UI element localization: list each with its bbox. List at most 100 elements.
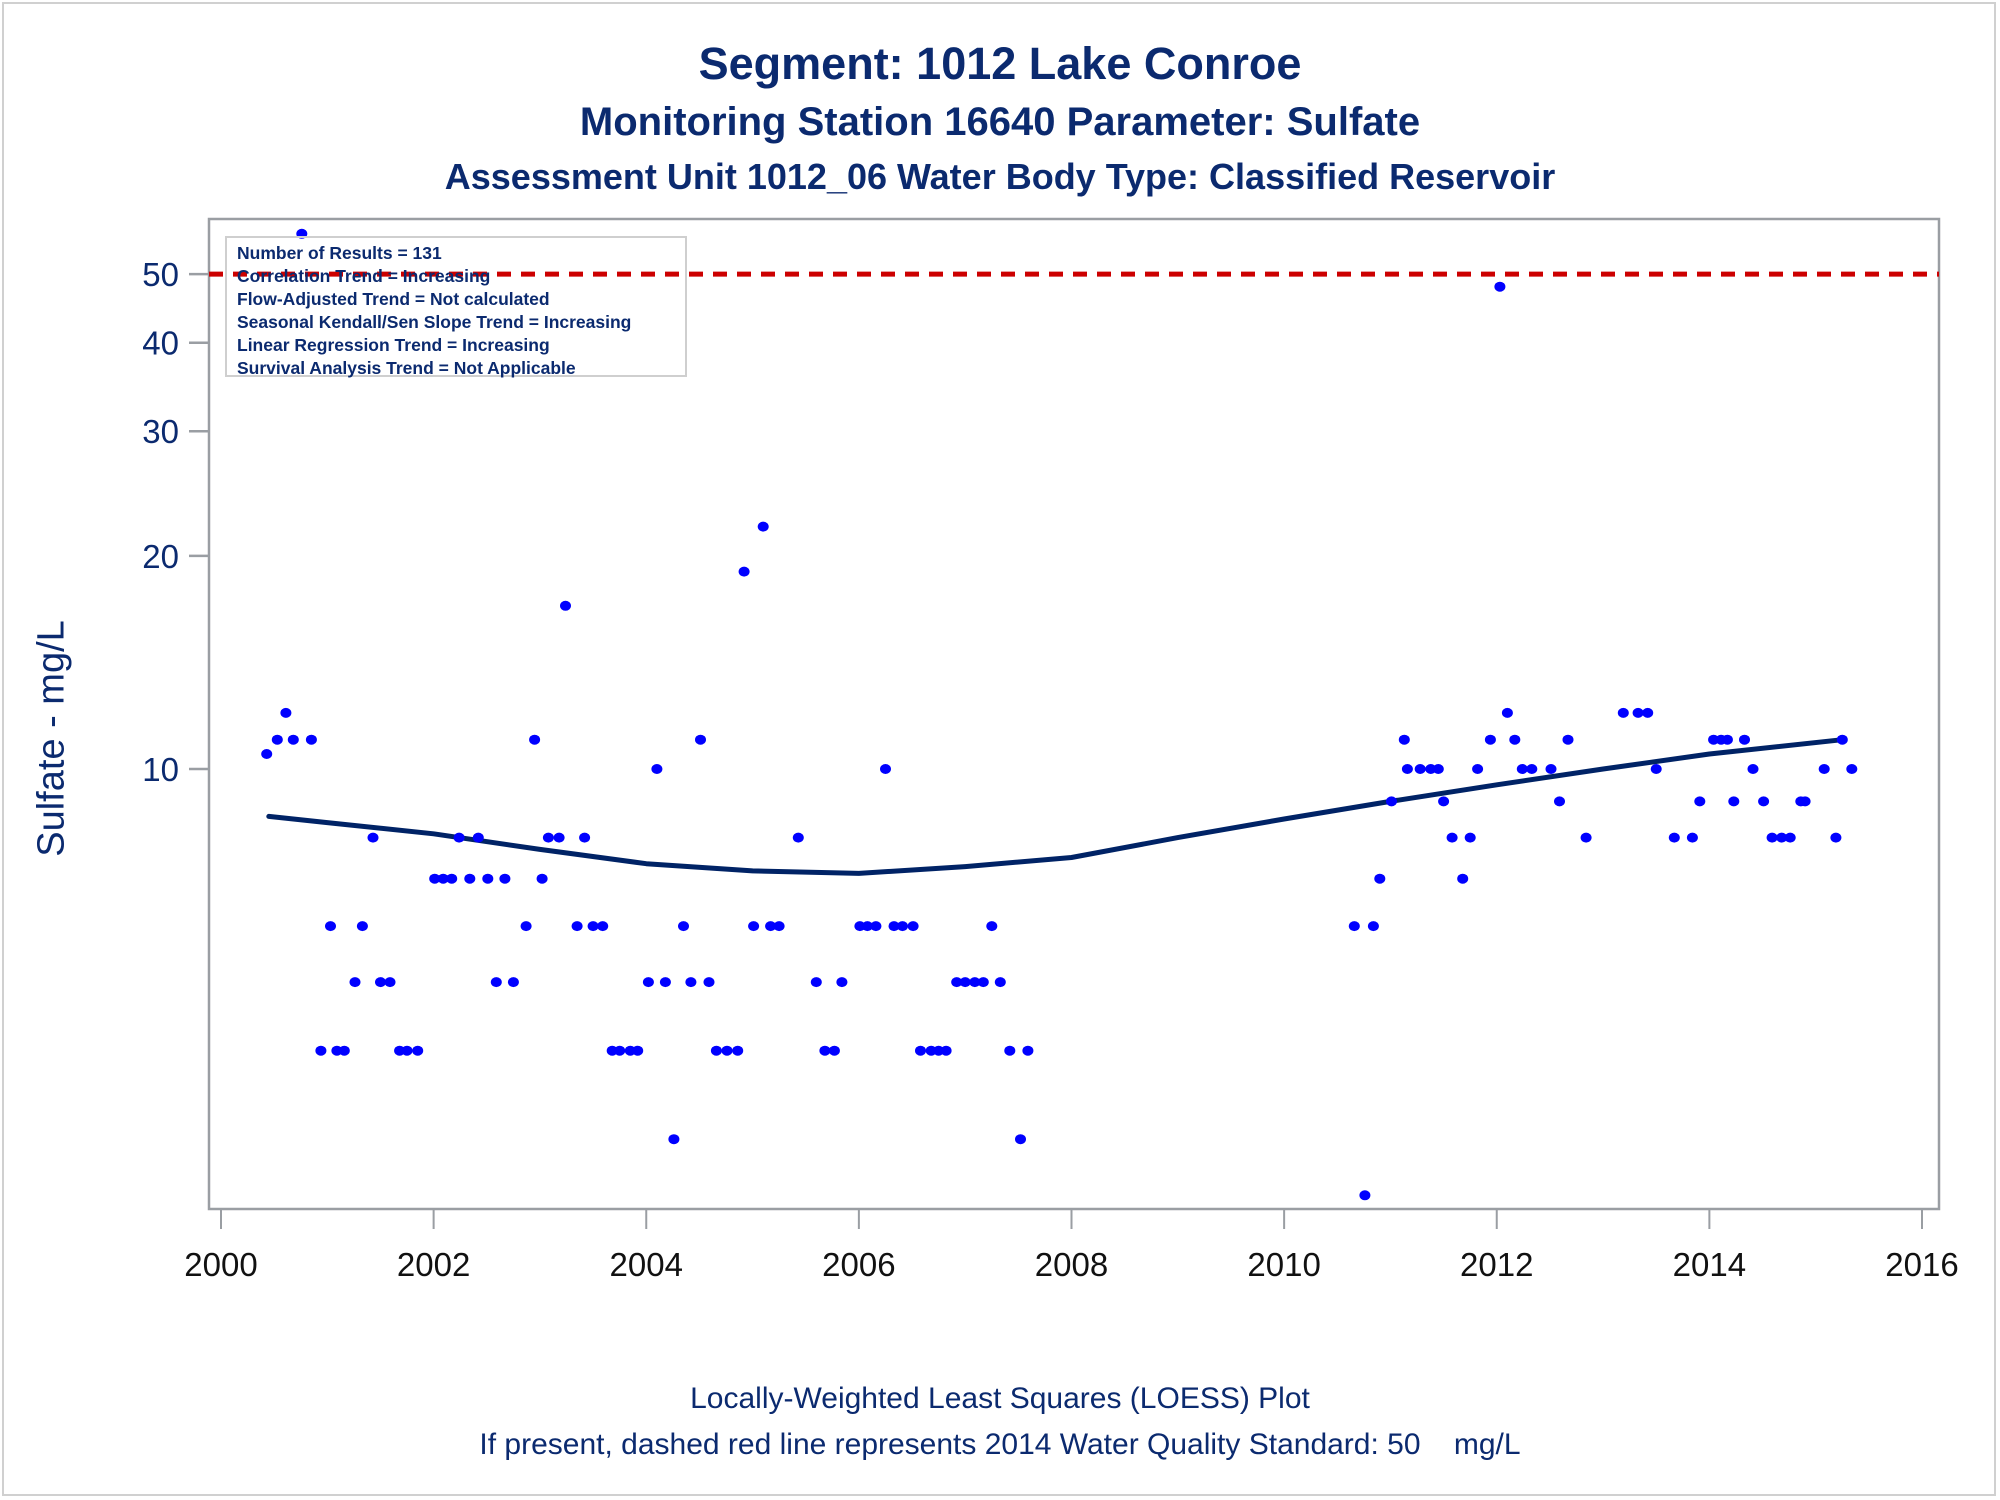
x-tick-label: 2012 bbox=[1460, 1246, 1533, 1283]
legend-line-survival-analysis: Survival Analysis Trend = Not Applicable bbox=[237, 358, 576, 378]
data-point bbox=[1545, 764, 1557, 774]
data-point bbox=[1414, 764, 1426, 774]
data-point bbox=[536, 873, 548, 884]
data-point bbox=[721, 1045, 733, 1056]
data-point bbox=[271, 734, 283, 745]
data-point bbox=[401, 1045, 413, 1056]
data-point bbox=[1004, 1045, 1016, 1056]
data-point bbox=[915, 1045, 926, 1056]
data-point bbox=[553, 832, 565, 843]
x-tick-label: 2014 bbox=[1673, 1246, 1746, 1283]
data-point bbox=[1642, 707, 1654, 718]
data-point bbox=[1694, 796, 1706, 807]
data-point bbox=[880, 764, 891, 774]
data-point bbox=[464, 873, 476, 884]
data-point bbox=[305, 734, 317, 745]
data-point bbox=[986, 921, 998, 932]
data-point bbox=[738, 566, 750, 577]
data-point bbox=[897, 921, 908, 932]
data-point bbox=[1799, 796, 1811, 807]
data-point bbox=[765, 921, 777, 932]
data-point bbox=[642, 977, 654, 988]
data-point bbox=[659, 977, 671, 988]
data-point bbox=[1446, 832, 1458, 843]
data-point bbox=[280, 707, 292, 718]
data-point bbox=[1739, 734, 1750, 745]
data-point bbox=[668, 1134, 680, 1145]
data-point bbox=[1632, 707, 1644, 718]
loess-group bbox=[266, 737, 1845, 876]
data-point bbox=[678, 921, 689, 932]
data-point bbox=[651, 764, 663, 774]
y-tick-label: 10 bbox=[142, 751, 179, 788]
points-group bbox=[261, 228, 1858, 1201]
data-point bbox=[542, 832, 554, 843]
data-point bbox=[1721, 734, 1733, 745]
data-point bbox=[490, 977, 502, 988]
data-point bbox=[482, 873, 494, 884]
legend-line-flow-adjusted: Flow-Adjusted Trend = Not calculated bbox=[237, 289, 550, 309]
data-point bbox=[710, 1045, 722, 1056]
data-point bbox=[1401, 764, 1413, 774]
loess-line bbox=[266, 737, 1845, 876]
data-point bbox=[959, 977, 971, 988]
data-point bbox=[1784, 832, 1796, 843]
data-point bbox=[969, 977, 981, 988]
data-point bbox=[560, 600, 571, 611]
data-point bbox=[529, 734, 541, 745]
data-point bbox=[1776, 832, 1788, 843]
data-point bbox=[748, 921, 760, 932]
data-point bbox=[1472, 764, 1484, 774]
data-point bbox=[861, 921, 873, 932]
data-point bbox=[472, 832, 484, 843]
chart-subtitle-2: Assessment Unit 1012_06 Water Body Type:… bbox=[444, 156, 1556, 197]
data-point bbox=[1562, 734, 1574, 745]
data-point bbox=[1526, 764, 1538, 774]
legend-line-linear-regression: Linear Regression Trend = Increasing bbox=[237, 335, 550, 355]
x-tick-label: 2008 bbox=[1035, 1246, 1108, 1283]
data-point bbox=[1484, 734, 1496, 745]
data-point bbox=[1432, 764, 1444, 774]
legend-line-seasonal-kendall: Seasonal Kendall/Sen Slope Trend = Incre… bbox=[237, 312, 632, 332]
data-point bbox=[977, 977, 989, 988]
data-point bbox=[1747, 764, 1759, 774]
data-point bbox=[597, 921, 609, 932]
data-point bbox=[325, 921, 336, 932]
data-point bbox=[695, 734, 706, 745]
plot-area-border bbox=[207, 217, 1941, 1211]
data-point bbox=[1022, 1045, 1034, 1056]
data-point bbox=[587, 921, 599, 932]
data-point bbox=[1367, 921, 1379, 932]
data-point bbox=[888, 921, 900, 932]
data-point bbox=[520, 921, 532, 932]
data-point bbox=[499, 873, 511, 884]
data-point bbox=[429, 873, 441, 884]
data-point bbox=[685, 977, 697, 988]
data-point bbox=[446, 873, 458, 884]
data-point bbox=[819, 1045, 831, 1056]
x-tick-label: 2000 bbox=[184, 1246, 257, 1283]
data-point bbox=[1580, 832, 1592, 843]
data-point bbox=[614, 1045, 626, 1056]
data-point bbox=[1836, 734, 1848, 745]
data-point bbox=[1374, 873, 1386, 884]
x-tick-label: 2010 bbox=[1247, 1246, 1320, 1283]
footnote-standard: If present, dashed red line represents 2… bbox=[479, 1428, 1521, 1461]
data-point bbox=[349, 977, 361, 988]
data-point bbox=[367, 832, 379, 843]
chart-title: Segment: 1012 Lake Conroe bbox=[698, 38, 1302, 89]
data-point bbox=[579, 832, 591, 843]
data-point bbox=[1846, 764, 1858, 774]
data-point bbox=[507, 977, 519, 988]
y-tick-label: 20 bbox=[142, 538, 179, 575]
data-point bbox=[810, 977, 822, 988]
data-point bbox=[1494, 281, 1506, 292]
data-point bbox=[994, 977, 1006, 988]
data-point bbox=[1501, 707, 1513, 718]
data-point bbox=[1398, 734, 1410, 745]
data-point bbox=[1457, 873, 1469, 884]
data-point bbox=[828, 1045, 840, 1056]
data-point bbox=[1464, 832, 1476, 843]
y-tick-label: 50 bbox=[142, 256, 179, 293]
